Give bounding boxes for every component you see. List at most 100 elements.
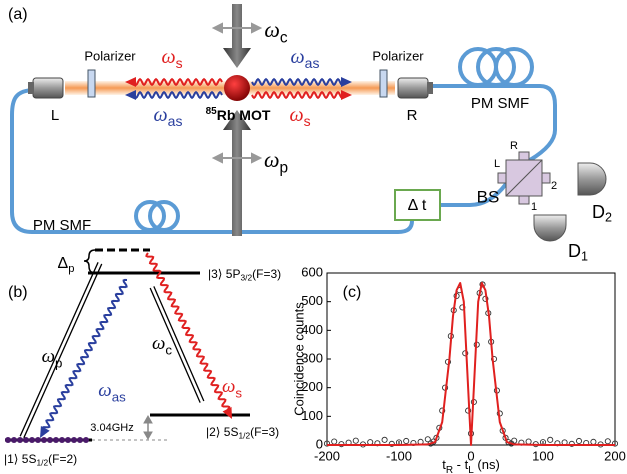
mot-label: 85Rb MOT <box>206 106 271 123</box>
arrowhead <box>211 152 223 164</box>
signal-transition-head <box>222 406 232 419</box>
coupler-body <box>397 77 429 99</box>
omega-label: ωs <box>289 104 310 129</box>
detuning-label: Δp <box>58 255 75 275</box>
omega-label-main: ω <box>264 147 280 172</box>
detector-label-main: D <box>592 202 605 222</box>
omega-label-main: ω <box>289 104 303 126</box>
atom <box>17 437 23 443</box>
fit-line <box>327 282 615 446</box>
omega-label: ωs <box>222 376 242 400</box>
omega-label-main: ω <box>42 346 55 367</box>
bs-port-label: 2 <box>551 180 557 192</box>
x-tick-label: -100 <box>386 448 412 463</box>
level-label-main: |2⟩ 5S <box>206 425 238 439</box>
detector-label-sub: 1 <box>581 250 588 264</box>
data-point <box>505 439 512 446</box>
arrowhead <box>251 152 263 164</box>
transition-line <box>153 286 205 402</box>
level-label-sub: 3/2 <box>240 273 252 283</box>
signal-photon-head <box>341 90 352 100</box>
fiber-label: PM SMF <box>33 217 91 234</box>
mot-isotope: 85 <box>206 106 218 117</box>
level-label: |2⟩ 5S1/2(F=3) <box>206 425 279 441</box>
y-tick-label: 0 <box>316 436 323 451</box>
detector-label: D1 <box>568 241 588 264</box>
atom <box>65 437 71 443</box>
detector-d1 <box>533 214 567 242</box>
transition-line <box>149 287 201 403</box>
y-tick-label: 400 <box>301 322 323 337</box>
omega-label-sub: as <box>168 113 183 129</box>
data-point <box>479 281 486 288</box>
panel-label: (a) <box>8 6 28 23</box>
atom <box>41 437 47 443</box>
omega-label: ωs <box>161 46 182 71</box>
fibers <box>10 47 557 234</box>
transition-line <box>23 263 103 439</box>
x-tick-label: 100 <box>532 448 554 463</box>
polarizer <box>87 69 96 98</box>
data-point <box>439 407 446 414</box>
level-label-main: |1⟩ 5S <box>4 452 36 466</box>
atom <box>53 437 59 443</box>
detuning-label-sub: p <box>68 263 74 275</box>
x-axis-label-part: R <box>446 465 453 474</box>
omega-label-main: ω <box>264 17 280 42</box>
polarization-arrows <box>211 22 263 164</box>
level-label-main: (F=2) <box>48 452 77 466</box>
coupler-body <box>32 77 64 99</box>
omega-label: ωas <box>154 104 183 129</box>
bs-port <box>518 151 530 161</box>
bs-diagonal <box>505 159 543 197</box>
fiber-link <box>440 182 508 207</box>
atom <box>11 437 17 443</box>
transition-line <box>19 262 99 437</box>
x-axis-label-part: t <box>442 457 446 472</box>
coupler-left <box>28 77 64 99</box>
data-point <box>465 407 472 414</box>
arrowhead <box>251 22 263 34</box>
fiber-coil <box>148 200 180 232</box>
data-point <box>525 438 532 445</box>
detector-d2 <box>577 162 607 196</box>
data-point <box>331 438 338 445</box>
bs-port <box>541 172 551 184</box>
atom <box>59 437 65 443</box>
fiber-top <box>428 84 557 162</box>
delay-box <box>394 189 441 221</box>
data-point <box>568 440 575 447</box>
polarizer <box>379 69 388 98</box>
bs-port-label: 1 <box>531 201 537 213</box>
omega-label-sub: p <box>279 160 288 177</box>
coupler-end <box>28 82 34 94</box>
atom <box>29 437 35 443</box>
polarizer-label: Polarizer <box>372 48 424 63</box>
detector-label-main: D <box>568 241 581 261</box>
plot-frame <box>326 272 616 446</box>
fiber-coil <box>476 47 516 87</box>
omega-label-sub: p <box>55 355 62 370</box>
level-label-main: (F=3) <box>250 425 279 439</box>
omega-label-sub: c <box>280 30 288 47</box>
antistokes-photon <box>133 90 223 100</box>
omega-label-main: ω <box>98 380 111 401</box>
fiber-label: PM SMF <box>471 95 529 112</box>
arrowhead <box>143 431 153 441</box>
pump-beam <box>223 110 251 236</box>
omega-label: ωas <box>98 380 126 404</box>
bs-port-label: L <box>494 158 500 170</box>
omega-label-sub: s <box>304 113 311 129</box>
data-point <box>424 436 431 443</box>
coupler-label: R <box>407 107 418 124</box>
omega-label-main: ω <box>152 333 165 354</box>
omega-label: ωas <box>291 46 320 71</box>
signal-photon <box>133 77 223 87</box>
level-label-main: |3⟩ 5P <box>208 267 240 281</box>
y-tick-label: 300 <box>301 350 323 365</box>
data-point <box>490 355 498 363</box>
level-label-sub: 1/2 <box>238 431 250 441</box>
level-label-main: (F=3) <box>252 267 281 281</box>
omega-label: ωp <box>42 346 63 370</box>
